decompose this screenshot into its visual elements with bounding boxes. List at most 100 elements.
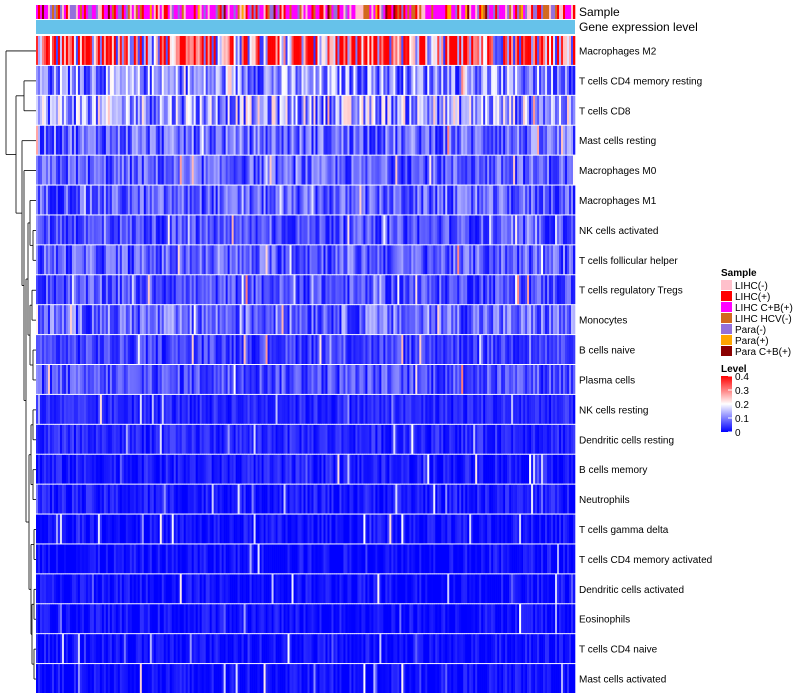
heatmap-cell bbox=[421, 65, 424, 95]
heatmap-cell bbox=[521, 454, 524, 484]
heatmap-cell bbox=[209, 454, 212, 484]
heatmap-cell bbox=[517, 275, 520, 305]
heatmap-cell bbox=[38, 245, 41, 275]
heatmap-cell bbox=[163, 125, 167, 155]
heatmap-cell bbox=[407, 365, 410, 394]
heatmap-cell bbox=[165, 65, 169, 95]
heatmap-cell bbox=[249, 514, 252, 544]
heatmap-cell bbox=[163, 305, 167, 335]
heatmap-cell bbox=[57, 394, 61, 424]
heatmap-cell bbox=[209, 245, 212, 275]
heatmap-cell bbox=[535, 305, 538, 335]
sample-annotation-cell bbox=[505, 5, 508, 19]
heatmap-cell bbox=[263, 245, 266, 275]
heatmap-cell bbox=[415, 424, 418, 454]
heatmap-cell bbox=[231, 95, 234, 125]
sample-annotation-cell bbox=[243, 5, 246, 19]
heatmap-cell bbox=[523, 484, 526, 514]
heatmap-cell bbox=[499, 275, 502, 305]
heatmap-cell bbox=[401, 65, 404, 95]
heatmap-cell bbox=[57, 125, 61, 155]
heatmap-cell bbox=[163, 155, 167, 185]
heatmap-cell bbox=[129, 514, 133, 544]
heatmap-cell bbox=[119, 95, 123, 125]
heatmap-cell bbox=[523, 215, 526, 245]
heatmap-cell bbox=[551, 36, 554, 65]
heatmap-cell bbox=[493, 335, 496, 364]
heatmap-cell bbox=[191, 454, 195, 484]
heatmap-cell bbox=[65, 335, 69, 364]
heatmap-cell bbox=[561, 36, 564, 65]
heatmap-cell bbox=[513, 125, 516, 155]
heatmap-cell bbox=[381, 95, 384, 125]
heatmap-cell bbox=[123, 215, 127, 245]
sample-annotation-cell bbox=[131, 5, 135, 19]
heatmap-cell bbox=[337, 365, 340, 394]
heatmap-cell bbox=[533, 514, 536, 544]
heatmap-cell bbox=[275, 365, 278, 394]
heatmap-cell bbox=[69, 36, 73, 65]
heatmap-cell bbox=[53, 305, 57, 335]
heatmap-cell bbox=[149, 125, 153, 155]
heatmap-cell bbox=[527, 394, 530, 424]
sample-annotation-cell bbox=[377, 5, 380, 19]
heatmap-cell bbox=[319, 394, 322, 424]
heatmap-cell bbox=[283, 454, 286, 484]
heatmap-cell bbox=[477, 215, 480, 245]
heatmap-cell bbox=[45, 125, 49, 155]
heatmap-cell bbox=[553, 185, 556, 215]
heatmap-cell bbox=[497, 484, 500, 514]
heatmap-cell bbox=[429, 365, 432, 394]
sample-annotation-cell bbox=[85, 5, 89, 19]
heatmap-cell bbox=[529, 125, 532, 155]
heatmap-cell bbox=[411, 484, 414, 514]
heatmap-cell bbox=[387, 365, 390, 394]
heatmap-cell bbox=[313, 215, 316, 245]
heatmap-cell bbox=[441, 335, 444, 364]
heatmap-cell bbox=[521, 514, 524, 544]
heatmap-cell bbox=[265, 125, 268, 155]
heatmap-cell bbox=[259, 335, 262, 364]
heatmap-cell bbox=[431, 245, 434, 275]
heatmap-cell bbox=[315, 95, 318, 125]
heatmap-cell bbox=[507, 36, 510, 65]
heatmap-cell bbox=[91, 185, 95, 215]
sample-annotation-cell bbox=[157, 5, 161, 19]
heatmap-cell bbox=[143, 514, 147, 544]
heatmap-cell bbox=[469, 65, 472, 95]
heatmap-cell bbox=[353, 215, 356, 245]
heatmap-cell bbox=[345, 275, 348, 305]
heatmap-cell bbox=[159, 125, 163, 155]
heatmap-cell bbox=[261, 454, 264, 484]
heatmap-cell bbox=[303, 185, 306, 215]
heatmap-cell bbox=[105, 365, 109, 394]
heatmap-cell bbox=[559, 65, 562, 95]
heatmap-cell bbox=[89, 36, 93, 65]
heatmap-cell bbox=[285, 424, 288, 454]
heatmap-cell bbox=[179, 185, 183, 215]
heatmap-cell bbox=[475, 514, 478, 544]
heatmap-cell bbox=[55, 245, 59, 275]
heatmap-cell bbox=[317, 125, 320, 155]
heatmap-cell bbox=[533, 335, 536, 364]
heatmap-cell bbox=[231, 365, 234, 394]
heatmap-cell bbox=[451, 424, 454, 454]
heatmap-cell bbox=[99, 394, 103, 424]
heatmap-cell bbox=[123, 245, 127, 275]
heatmap-cell bbox=[345, 454, 348, 484]
heatmap-cell bbox=[449, 335, 452, 364]
heatmap-cell bbox=[563, 65, 566, 95]
heatmap-cell bbox=[523, 454, 526, 484]
heatmap-cell bbox=[339, 215, 342, 245]
heatmap-cell bbox=[251, 394, 254, 424]
heatmap-cell bbox=[401, 95, 404, 125]
heatmap-cell bbox=[395, 245, 398, 275]
heatmap-cell bbox=[147, 424, 151, 454]
heatmap-cell bbox=[211, 185, 214, 215]
sample-annotation-cell bbox=[101, 5, 105, 19]
heatmap-cell bbox=[409, 275, 412, 305]
heatmap-cell bbox=[409, 155, 412, 185]
heatmap-cell bbox=[245, 514, 248, 544]
heatmap-cell bbox=[185, 36, 189, 65]
heatmap-cell bbox=[425, 95, 428, 125]
